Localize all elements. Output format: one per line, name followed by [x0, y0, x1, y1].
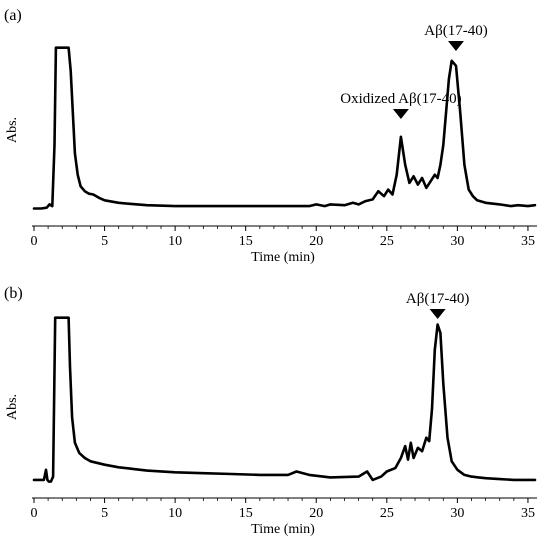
panel-a-x-tick-label: 5	[101, 234, 108, 249]
panel-b-x-tick-label: 5	[101, 506, 108, 521]
panel-b-x-tick-label: 15	[239, 506, 253, 521]
panel-a-x-tick-label: 20	[309, 234, 323, 249]
panel-b-peak-label: Aβ(17-40)	[406, 291, 469, 307]
panel-b-series-line	[32, 316, 537, 483]
panel-b-x-tick-label: 25	[380, 506, 394, 521]
panel-b-y-axis-label: Abs.	[5, 394, 20, 420]
panel-a-x-tick-label: 15	[239, 234, 253, 249]
panel-a-label: (a)	[4, 7, 22, 24]
panel-a-x-axis-label: Time (min)	[251, 250, 315, 265]
panel-b-peak-marker	[429, 309, 446, 319]
panel-b-x-tick-label: 10	[168, 506, 182, 521]
panel-a-peak-marker	[392, 109, 409, 119]
panel-a-series-line	[32, 46, 537, 210]
panel-a-x-tick-label: 0	[31, 234, 38, 249]
panel-a-peak-label: Oxidized Aβ(17-40)	[340, 91, 461, 107]
panel-a-x-tick-label: 30	[450, 234, 464, 249]
panel-a-x-tick-label: 25	[380, 234, 394, 249]
panel-a-y-axis-label: Abs.	[5, 117, 20, 143]
panel-b-x-axis-label: Time (min)	[251, 522, 315, 537]
panel-b-label: (b)	[4, 285, 23, 302]
panel-b-x-tick-label: 30	[450, 506, 464, 521]
panel-a-x-tick-label: 35	[521, 234, 535, 249]
panel-a-peak-marker	[447, 41, 464, 51]
panel-b-x-tick-label: 20	[309, 506, 323, 521]
panel-b-x-tick-label: 0	[31, 506, 38, 521]
panel-b-x-tick-label: 35	[521, 506, 535, 521]
panel-a-peak-label: Aβ(17-40)	[424, 23, 487, 39]
panel-a-x-tick-label: 10	[168, 234, 182, 249]
